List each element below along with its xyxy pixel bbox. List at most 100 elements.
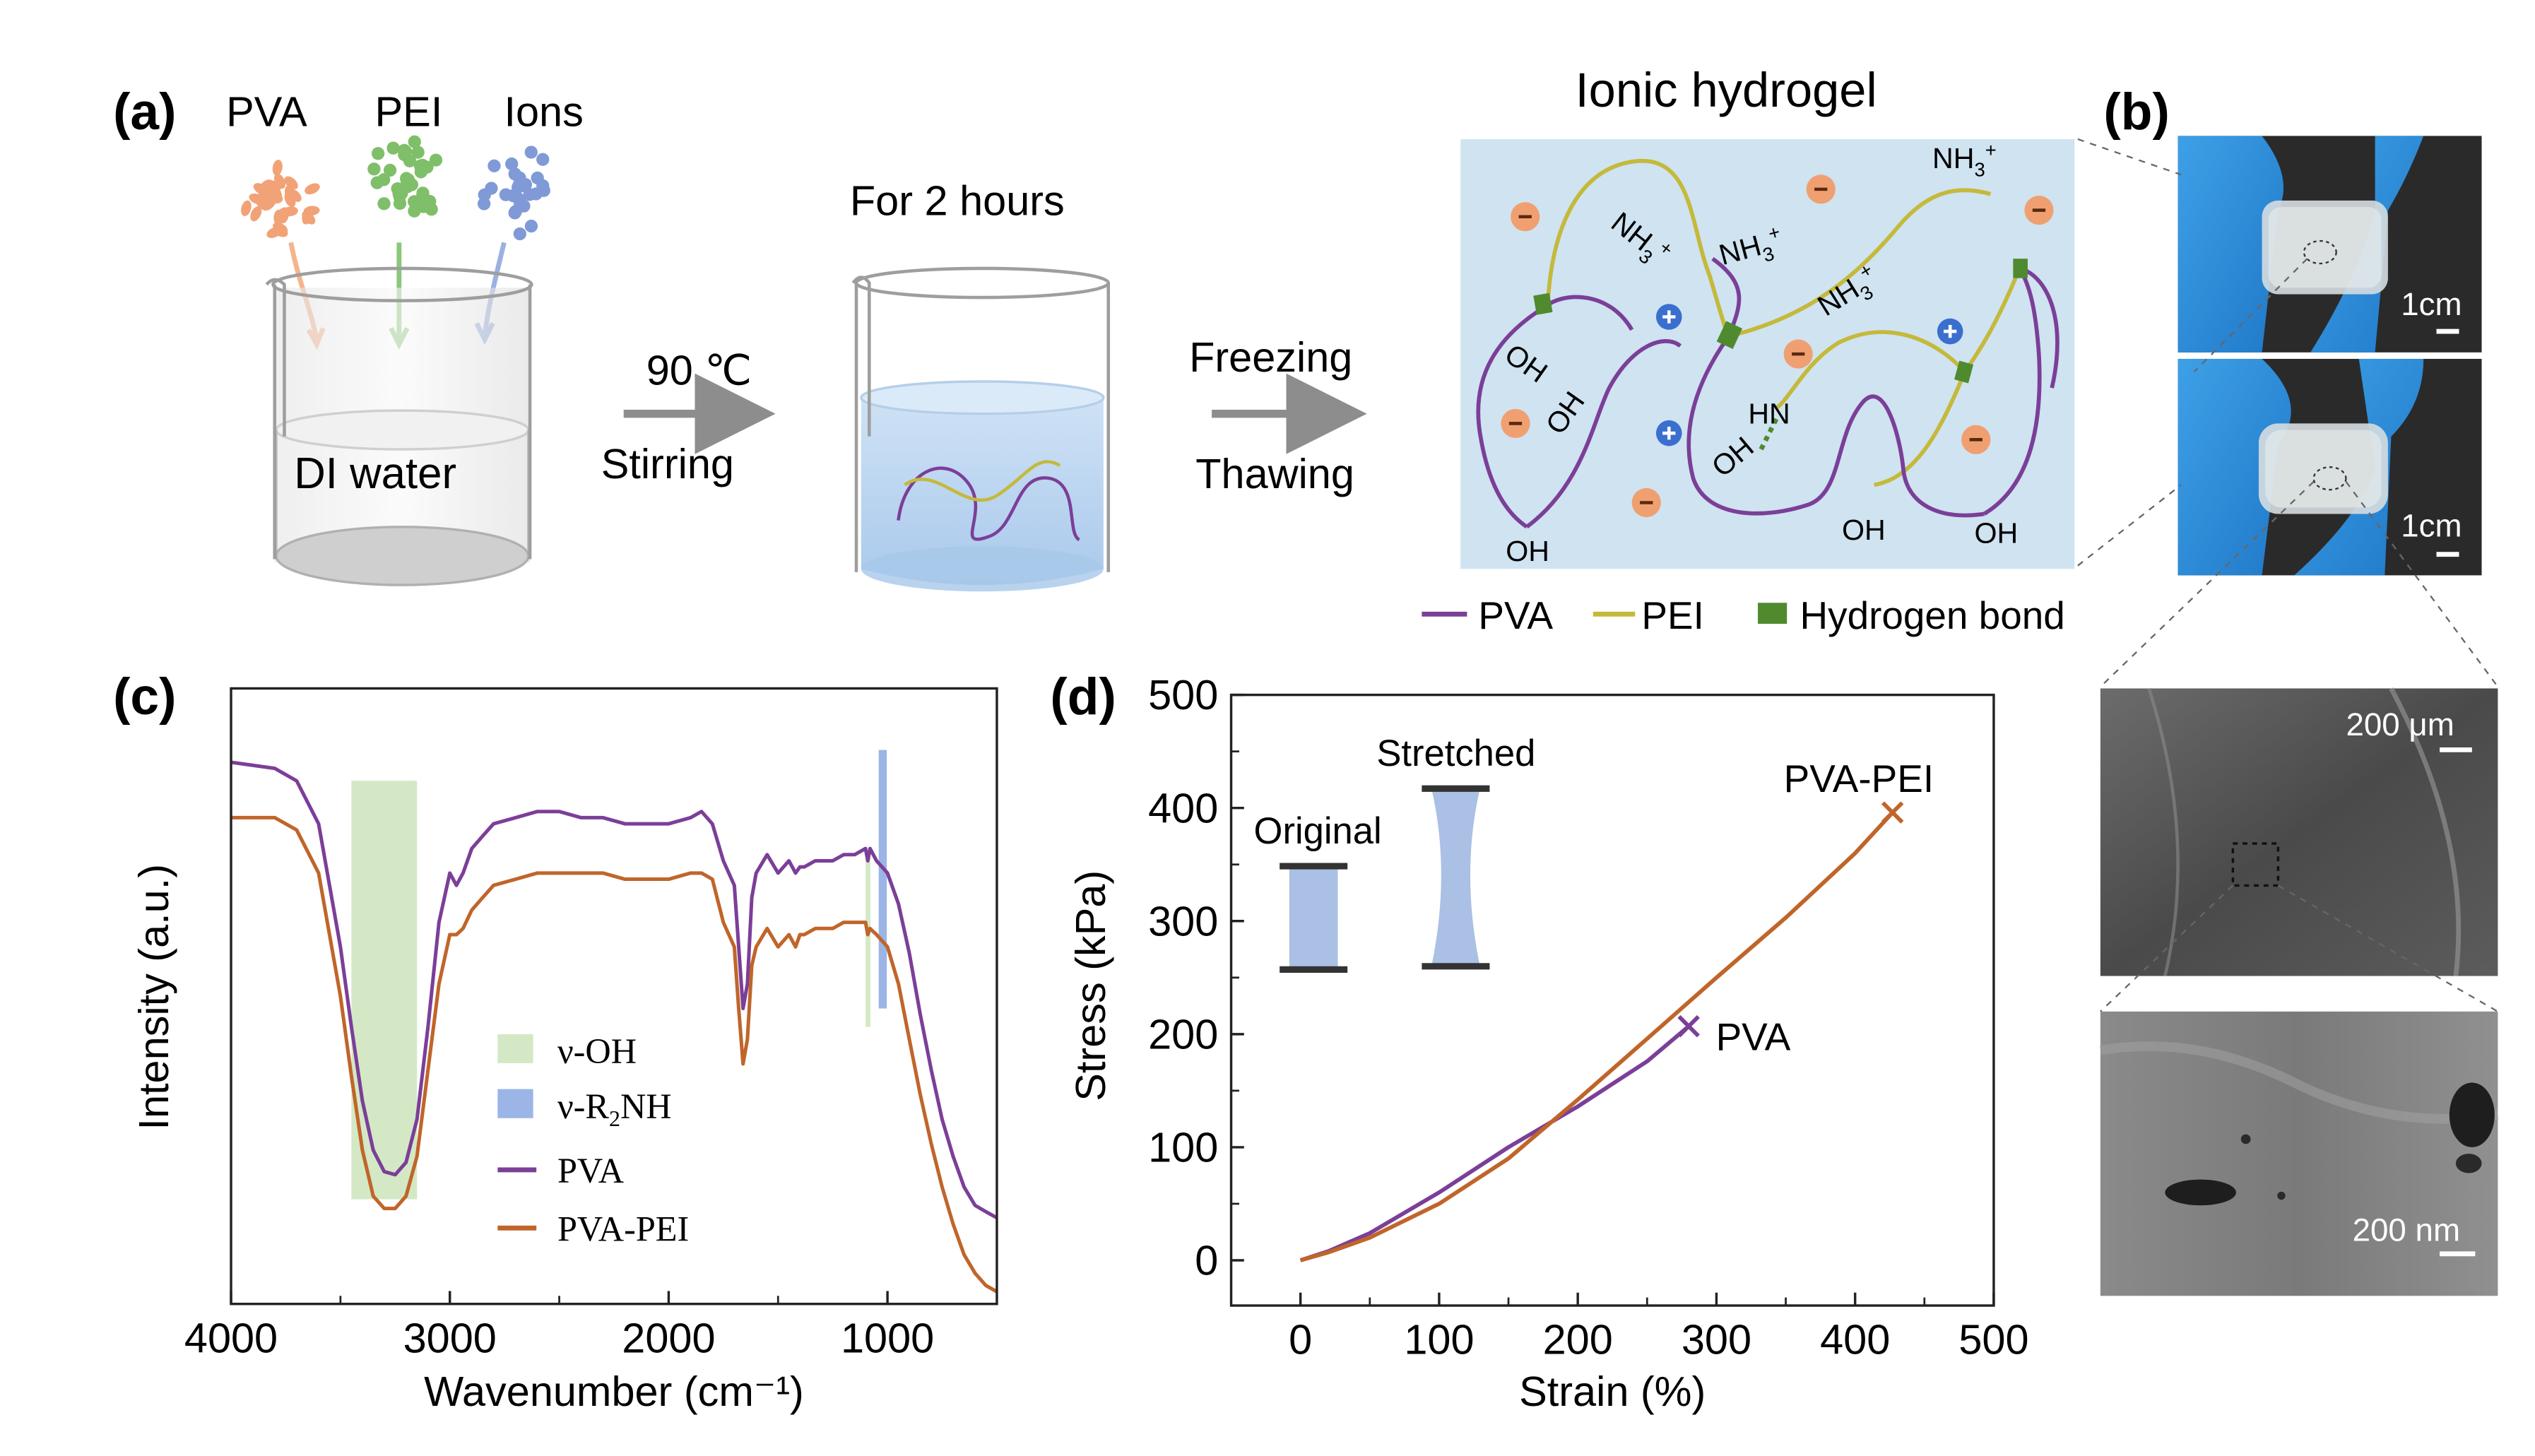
chart-c-legend-nh: ν-R2NH [557, 1087, 672, 1131]
chart-d-xtick-label: 100 [1404, 1316, 1474, 1363]
particle [272, 160, 283, 176]
particle [305, 183, 320, 195]
hydrogel-ions [1501, 174, 2054, 518]
chart-c-xtick-label: 4000 [184, 1314, 278, 1361]
chart-d-ytick-label: 0 [1195, 1237, 1218, 1284]
inset-original-sample [1289, 866, 1338, 970]
reagent-ions-label: Ions [504, 88, 583, 136]
particle [524, 219, 538, 233]
oh-label: OH [1842, 514, 1886, 546]
panel-c-label: (c) [113, 668, 176, 726]
chart-c-xtick-label: 3000 [403, 1314, 497, 1361]
chart-c-ftir: (c) 4000 3000 2000 1000 Wavenumber (cm⁻¹) I… [113, 668, 998, 1415]
series-end-label-pvapei: PVA-PEI [1784, 757, 1934, 800]
particle [517, 199, 531, 213]
chart-c-band-oh-narrow [865, 854, 871, 1027]
chart-d-xtick-label: 500 [1958, 1316, 2028, 1363]
chart-d-xtick-label: 300 [1682, 1316, 1751, 1363]
particle [370, 176, 384, 189]
particle [413, 159, 427, 173]
panel-b: (b) 1cm 1cm [2077, 83, 2499, 1296]
particle [367, 162, 381, 176]
oh-label: OH [1974, 517, 2018, 550]
beaker-1 [265, 266, 533, 586]
particle [531, 171, 544, 185]
chart-c-frame [230, 687, 998, 1306]
chart-c-band-nh [878, 750, 887, 1009]
inset-stretched-label: Stretched [1376, 733, 1535, 774]
chart-d-break-marker-icon [1881, 801, 1904, 824]
particle [485, 182, 498, 195]
sem1-scale-label: 200 μm [2346, 706, 2454, 742]
sem-image-micro: 200 μm [2100, 687, 2498, 977]
particle [488, 159, 501, 172]
chart-d-series-pva [1299, 1024, 1691, 1262]
chart-d-frame [1229, 693, 1995, 1307]
chart-d-ytick-label: 100 [1148, 1124, 1218, 1171]
zoom-guide-sem2-right [2277, 884, 2498, 1012]
hydrogel-network [1476, 158, 2060, 529]
particle [302, 211, 316, 225]
step2-freezing: Freezing [1189, 333, 1352, 381]
step1-temperature: 90 ℃ [646, 347, 752, 394]
chart-c-xtick-label: 2000 [622, 1314, 715, 1361]
panel-a: (a) PVA PEI Ions DI water 90 ℃ [113, 63, 2075, 637]
legend-pei-label: PEI [1641, 593, 1703, 637]
reagent-pei-label: PEI [375, 88, 443, 136]
panel-a-label: (a) [113, 83, 176, 141]
zoom-guide-photo [2193, 258, 2308, 373]
particle [401, 180, 414, 194]
ion-particles-icon [477, 146, 550, 241]
hydrogel-photo-original: 1cm [2178, 136, 2482, 353]
chart-c-series-pva [230, 760, 998, 1220]
particle [241, 200, 252, 216]
sem-image-nano: 200 nm [2099, 1011, 2499, 1296]
particle [250, 206, 262, 222]
pva-particles-icon [241, 160, 320, 238]
beaker-1-text: DI water [294, 449, 456, 498]
hn-label: HN [1748, 397, 1790, 430]
particle [417, 200, 430, 213]
panel-d-label: (d) [1050, 668, 1116, 726]
particle [408, 135, 421, 148]
legend-hbond-label: Hydrogen bond [1800, 593, 2065, 637]
zoom-guide-sem1-right [2345, 481, 2499, 687]
particle [371, 147, 385, 160]
legend-pva-label: PVA [1478, 593, 1553, 637]
particle [266, 227, 282, 238]
particle [403, 154, 417, 167]
chart-c-xlabel: Wavenumber (cm⁻¹) [424, 1368, 804, 1415]
particle [392, 187, 406, 201]
panel-b-label: (b) [2103, 83, 2169, 141]
legend-hbond-swatch [1758, 603, 1788, 625]
chart-d-xlabel: Strain (%) [1519, 1368, 1706, 1415]
chart-c-series-pva-pei [231, 815, 998, 1294]
particle [266, 192, 280, 205]
photo2-scale-label: 1cm [2401, 508, 2462, 544]
particle [524, 146, 538, 159]
particle [512, 180, 525, 194]
chart-c-legend-nh-swatch [497, 1089, 533, 1118]
particle [255, 196, 269, 211]
hydrogel-title: Ionic hydrogel [1576, 63, 1877, 117]
particle [429, 153, 443, 167]
chart-d-xtick-label: 0 [1289, 1316, 1312, 1363]
chart-d-xtick-label: 400 [1820, 1316, 1890, 1363]
zoom-guide-bottom [2077, 484, 2182, 567]
chart-c-legend-oh-swatch [497, 1034, 533, 1064]
zoom-guide-sem2-left [2100, 884, 2234, 1012]
chart-d-xtick-label: 200 [1543, 1316, 1613, 1363]
particle [513, 227, 526, 241]
particle [499, 188, 513, 201]
chart-d-ytick-label: 400 [1148, 784, 1218, 831]
particle [393, 196, 407, 211]
particle [411, 146, 425, 159]
chart-d-ytick-label: 500 [1148, 671, 1218, 718]
chart-c-legend-pvapei: PVA-PEI [557, 1209, 689, 1249]
step2-thawing: Thawing [1195, 450, 1354, 497]
particle [383, 163, 397, 177]
hydrogel-photo-stretched: 1cm [2178, 358, 2482, 576]
hydrogel-schematic-bg [1460, 138, 2075, 569]
particle [275, 208, 288, 223]
